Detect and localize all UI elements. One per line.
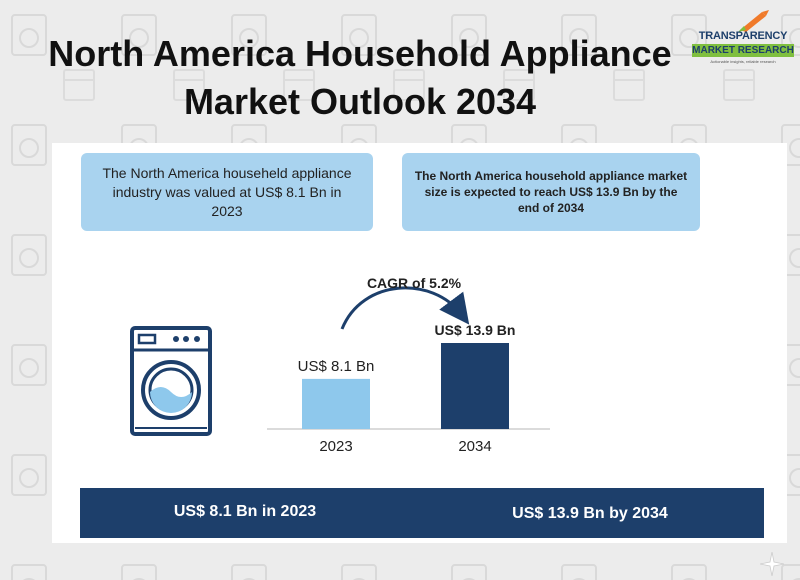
sparkle-icon — [760, 552, 784, 576]
data-label-2023: US$ 8.1 Bn — [298, 358, 375, 375]
x-tick-2034: 2034 — [458, 438, 491, 455]
data-label-2034: US$ 13.9 Bn — [435, 322, 516, 338]
rocket-icon — [738, 10, 769, 32]
washing-machine-icon — [130, 326, 212, 436]
cagr-arrow — [340, 286, 470, 330]
brand-logo: TRANSPARENCY MARKET RESEARCH Actionable … — [690, 10, 796, 88]
x-tick-2023: 2023 — [319, 438, 352, 455]
summary-2034: US$ 13.9 Bn by 2034 — [512, 505, 668, 522]
bar-2023 — [302, 378, 370, 429]
info-box-2034: The North America household appliance ma… — [402, 153, 700, 231]
summary-2023: US$ 8.1 Bn in 2023 — [173, 503, 317, 520]
summary-band: US$ 8.1 Bn in 2023 US$ 13.9 Bn by 2034 — [80, 488, 764, 538]
page-title: North America Household Appliance Market… — [48, 33, 672, 122]
info-box-2023: The North America househeld appliance in… — [81, 153, 373, 231]
logo-tagline: Actionable insights, reliable research — [710, 59, 776, 64]
logo-name-line2: MARKET RESEARCH — [692, 44, 794, 57]
bar-group: US$ 8.1 Bn 2023 US$ 13.9 Bn 2034 — [298, 322, 516, 455]
bar-2034 — [441, 343, 509, 429]
infographic-card: The North America househeld appliance in… — [52, 143, 787, 543]
logo-name-line1: TRANSPARENCY — [698, 30, 788, 42]
market-bar-chart: CAGR of 5.2% US$ 8.1 Bn 2023 US$ 13.9 Bn 20… — [267, 275, 550, 455]
cagr-annotation: CAGR of 5.2% — [367, 275, 462, 291]
